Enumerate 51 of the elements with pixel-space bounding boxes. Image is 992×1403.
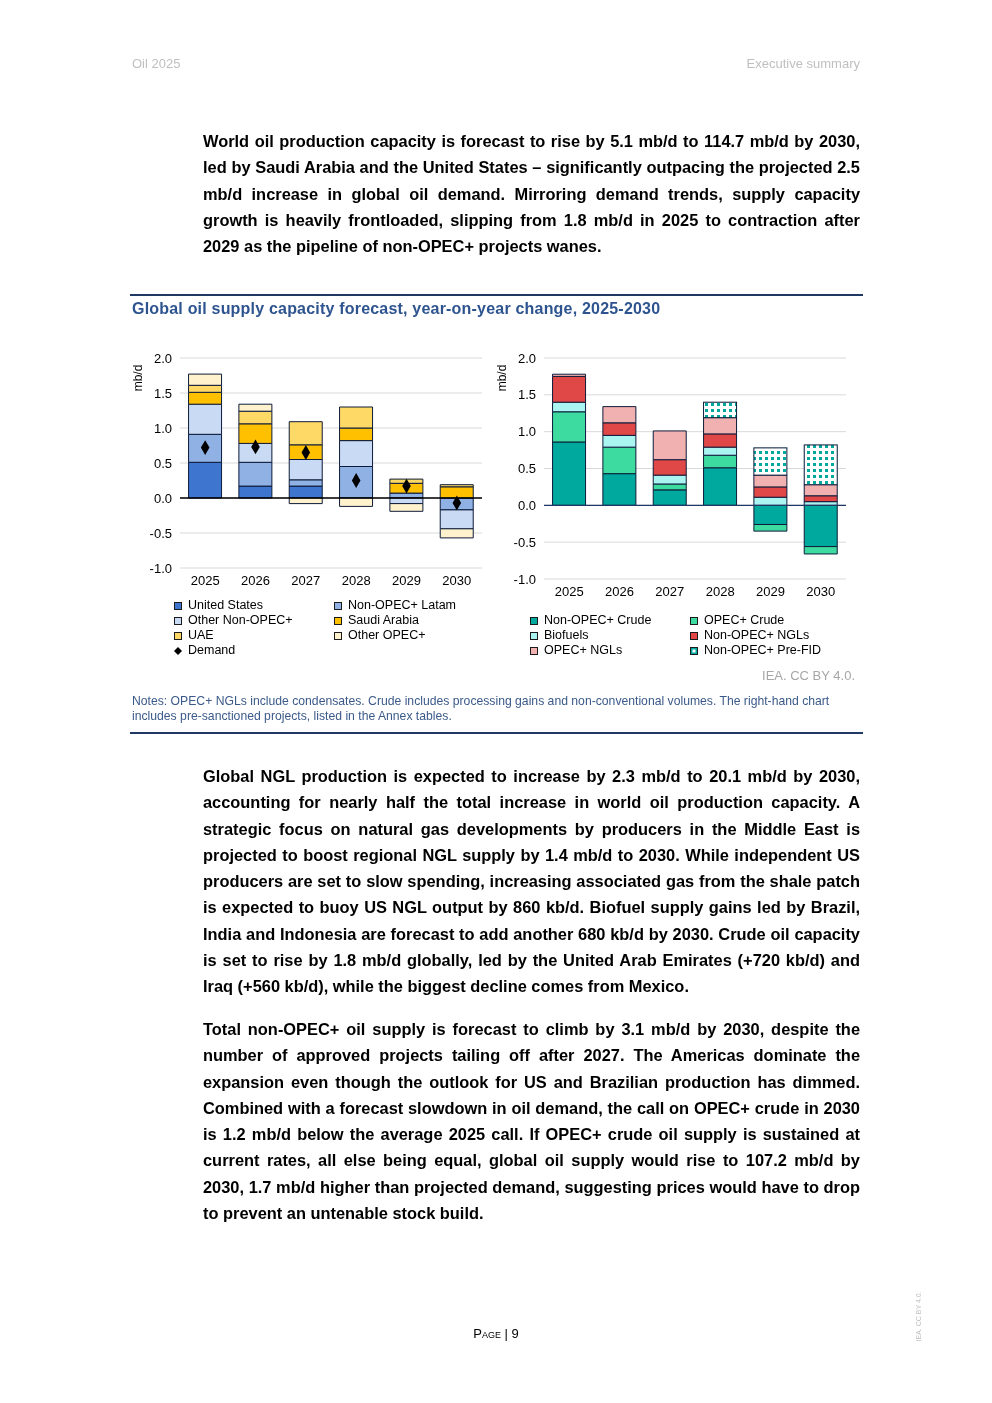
- x-tick-label: 2027: [655, 584, 685, 600]
- legend-label: UAE: [188, 628, 214, 643]
- text: Executive summary: [745, 56, 860, 71]
- text: Total non-OPEC+ oil supply is forecast to climb by 3.1 mb/d by 2030, despite the number of approved projects tailing off after 2027. The Americas dominate the expansion even though the outlook for US and Brazilian production has dimmed. Combined with a forecast slowdown in oil demand, the call on OPEC+ crude in 2030 is 1.2 mb/d below the average 2025 call. If OPEC+ crude oil supply is sustained at current rates, all else being equal, global oil supply would rise to 107.2 mb/d by 2030, 1.7 mb/d higher than projected demand, suggesting prices would have to drop to prevent an untenable stock build.: [203, 1019, 860, 1225]
- y-tick-label: 2.0: [153, 350, 172, 366]
- text: IEA. CC BY 4.0.: [761, 668, 855, 683]
- legend-label: Other OPEC+: [348, 628, 426, 643]
- y-tick-label: -1.0: [513, 571, 536, 587]
- text: Notes: OPEC+ NGLs include condensates. Crude includes processing gains and non-conventional volumes. The right-hand chart includes pre-sanctioned projects, listed in the Annex tables.: [132, 694, 831, 724]
- y-tick-label: 1.5: [517, 387, 536, 403]
- x-tick-label: 2030: [442, 573, 472, 589]
- text: Page | 9: [472, 1326, 520, 1341]
- y-tick-label: 0.5: [153, 455, 172, 471]
- x-tick-label: 2026: [241, 573, 270, 589]
- y-axis-title: mb/d: [495, 364, 509, 392]
- x-tick-label: 2029: [392, 573, 421, 589]
- x-tick-label: 2027: [291, 573, 321, 589]
- y-tick-label: 1.5: [153, 385, 172, 401]
- x-tick-label: 2029: [756, 584, 785, 600]
- legend-label: Non-OPEC+ Pre-FID: [704, 643, 822, 658]
- bar: [389, 503, 424, 512]
- legend-label: United States: [188, 598, 264, 613]
- y-tick-label: 1.0: [517, 424, 536, 440]
- legend-label: Biofuels: [544, 628, 589, 643]
- legend-label: Saudi Arabia: [348, 613, 419, 628]
- x-tick-label: 2030: [806, 584, 836, 600]
- legend-label: Non-OPEC+ NGLs: [704, 628, 810, 643]
- text: World oil production capacity is forecast to rise by 5.1 mb/d to 114.7 mb/d by 2030, led by Saudi Arabia and the United States – significantly outpacing the projected 2.5 mb/d increase in global oil demand. Mirroring demand trends, supply capacity growth is heavily frontloaded, slipping from 1.8 mb/d in 2025 to contraction after 2029 as the pipeline of non-OPEC+ projects wanes.: [203, 131, 860, 258]
- y-tick-label: 0.0: [153, 490, 172, 506]
- y-tick-label: 1.0: [153, 420, 172, 436]
- x-tick-label: 2026: [605, 584, 634, 600]
- text: Global NGL production is expected to increase by 2.3 mb/d to 20.1 mb/d by 2030, accounting for nearly half the total increase in world oil production capacity. A strategic focus on natural gas developments by producers in the Middle East is projected to boost regional NGL supply by 1.4 mb/d to 2030. While independent US producers are set to slow spending, increasing associated gas from the shale patch is expected to buoy US NGL output by 860 kb/d. Biofuel supply gains led by Brazil, India and Indonesia are forecast to add another 680 kb/d by 2030. Crude oil capacity is set to rise by 1.8 mb/d globally, led by the United Arab Emirates (+720 kb/d) and Iraq (+560 kb/d), while the biggest decline comes from Mexico.: [203, 767, 860, 996]
- y-tick-label: 0.5: [517, 461, 536, 477]
- legend-label: Non-OPEC+ Crude: [544, 613, 652, 628]
- legend-label: OPEC+ NGLs: [544, 643, 623, 658]
- legend-label: Other Non-OPEC+: [188, 613, 293, 628]
- y-axis-title: mb/d: [131, 364, 145, 392]
- y-tick-label: -1.0: [149, 560, 172, 576]
- legend-label: Non-OPEC+ Latam: [348, 598, 457, 613]
- x-tick-label: 2025: [554, 584, 584, 600]
- text: Oil 2025: [132, 56, 182, 71]
- x-tick-label: 2028: [705, 584, 735, 600]
- x-tick-label: 2025: [190, 573, 220, 589]
- y-tick-label: -0.5: [149, 525, 172, 541]
- legend-label: Demand: [188, 643, 236, 658]
- y-tick-label: 2.0: [517, 350, 536, 366]
- y-tick-label: -0.5: [513, 534, 536, 550]
- x-tick-label: 2028: [341, 573, 371, 589]
- chart-title: Global oil supply capacity forecast, year-on-year change, 2025-2030: [132, 300, 661, 318]
- y-tick-label: 0.0: [517, 497, 536, 513]
- legend-label: OPEC+ Crude: [704, 613, 785, 628]
